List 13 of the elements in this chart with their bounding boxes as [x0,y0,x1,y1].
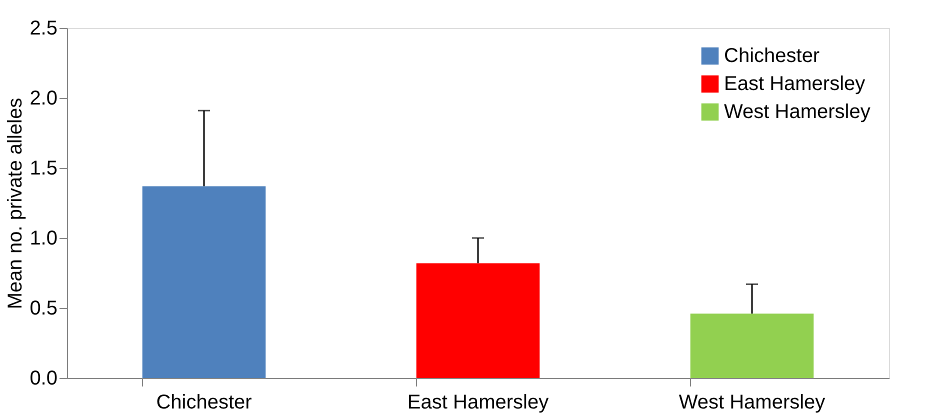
y-tick-label: 2.5 [30,18,58,40]
legend-label: West Hamersley [724,101,870,123]
legend-label: East Hamersley [724,73,866,95]
y-tick-label: 0.0 [30,368,58,390]
y-tick-label: 0.5 [30,298,58,320]
legend-label: Chichester [724,45,820,67]
x-tick-label: East Hamersley [407,392,549,414]
y-tick-label: 1.5 [30,158,58,180]
y-tick-label: 2.0 [30,88,58,110]
y-tick-label: 1.0 [30,228,58,250]
y-axis-title: Mean no. private alleles [4,98,27,310]
x-tick-label: Chichester [156,392,252,414]
x-tick-label: West Hamersley [678,392,826,414]
